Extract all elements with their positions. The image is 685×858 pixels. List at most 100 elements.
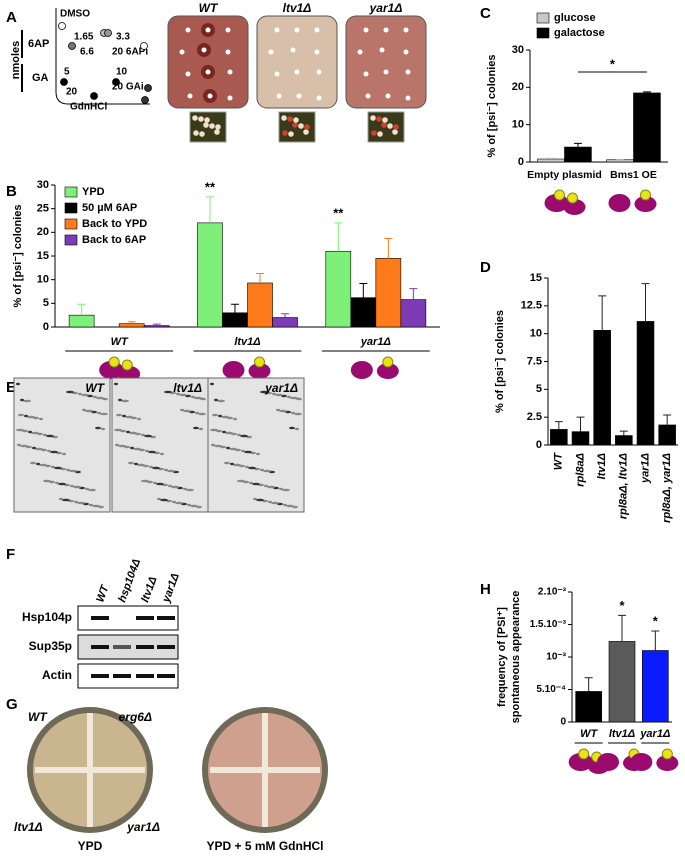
- y-tick-label: 0: [43, 321, 49, 333]
- disc: [294, 27, 300, 33]
- gel-spot: [171, 485, 179, 489]
- gel-spot: [116, 413, 122, 417]
- disc: [316, 95, 322, 101]
- icon-subunit: [634, 196, 657, 212]
- colony: [215, 124, 221, 130]
- gel-spot: [214, 444, 222, 448]
- colony: [214, 129, 220, 135]
- x-tick-label: Empty plasmid: [527, 169, 602, 181]
- icon-subunit: [656, 755, 679, 771]
- gel-spot: [101, 427, 105, 431]
- gel-spot: [17, 443, 21, 447]
- gel-spot: [180, 408, 184, 412]
- spot-label: 20 GAi: [112, 82, 144, 93]
- gel-spot: [122, 414, 126, 418]
- gel-spot: [30, 461, 36, 465]
- disc: [314, 27, 320, 33]
- gel-spot: [222, 430, 226, 434]
- colony: [281, 115, 287, 121]
- error-bar: [359, 282, 368, 298]
- error-bar: [77, 303, 86, 316]
- gel-spot: [47, 449, 51, 453]
- gel-spot: [114, 382, 118, 386]
- error-bar: [576, 416, 585, 432]
- gel-spot: [210, 382, 214, 386]
- plate-caption: YPD: [78, 839, 103, 853]
- error-bar: [663, 414, 672, 425]
- gel-spot: [217, 399, 225, 403]
- y-tick-label: 10: [530, 328, 542, 340]
- legend-swatch: [64, 202, 78, 214]
- bar: [325, 250, 352, 328]
- gel-spot: [187, 503, 191, 507]
- gel-spot: [130, 446, 134, 450]
- gel-spot: [97, 411, 101, 415]
- gel-spot: [141, 479, 149, 483]
- gel-spot: [260, 468, 264, 472]
- gel-spot: [70, 484, 74, 488]
- band: [157, 616, 175, 620]
- error-bar: [281, 313, 290, 318]
- disc: [201, 47, 207, 53]
- row-label: Hsp104p: [22, 610, 72, 624]
- gel-spot: [16, 428, 24, 432]
- colony: [381, 122, 387, 128]
- gel-title: WT: [85, 381, 105, 395]
- gel-spot: [81, 393, 89, 397]
- y-tick-label: 5.10⁻⁴: [536, 684, 566, 695]
- y-tick-label: 10: [512, 119, 524, 131]
- strain-label: erg6Δ: [119, 710, 152, 724]
- panel-letter: B: [6, 183, 17, 200]
- disc: [179, 49, 185, 55]
- gel-spot: [88, 488, 96, 492]
- y-tick-label: 2.10⁻³: [538, 587, 567, 598]
- colony: [370, 115, 376, 121]
- bar: [636, 321, 655, 446]
- bar: [606, 159, 634, 163]
- gel-spot: [272, 392, 276, 396]
- spot: [58, 22, 66, 30]
- bar: [615, 435, 633, 446]
- gel-spot: [168, 484, 172, 488]
- colony: [304, 124, 310, 130]
- gel-spot: [282, 488, 290, 492]
- icon-subunit: [222, 361, 245, 379]
- bar: [633, 92, 661, 163]
- spot: [68, 42, 76, 50]
- legend-swatch: [64, 218, 78, 230]
- gel-spot: [149, 465, 153, 469]
- gel-spot: [20, 398, 24, 402]
- gel-spot: [248, 466, 256, 470]
- disc: [187, 93, 193, 99]
- gel-spot: [252, 482, 260, 486]
- lane-label: ltv1Δ: [139, 575, 159, 604]
- disc: [185, 71, 191, 77]
- gel-spot: [74, 500, 78, 504]
- spot-label: 20 6APi: [112, 47, 148, 58]
- y-tick-label: 0: [518, 156, 524, 168]
- gel-spot: [295, 427, 299, 431]
- gel-spot: [268, 500, 272, 504]
- disc: [403, 27, 409, 33]
- disc: [403, 49, 409, 55]
- gel-spot: [82, 408, 86, 412]
- spot-label: DMSO: [60, 9, 90, 20]
- x-tick-label: yar1Δ: [360, 336, 391, 348]
- gel-spot: [125, 415, 133, 419]
- icon-subunit: [630, 753, 653, 771]
- y-tick-label: 20: [37, 226, 49, 238]
- y-tick-label: 12.5: [521, 300, 542, 312]
- colony: [371, 130, 377, 136]
- legend-label: 50 µM 6AP: [82, 202, 137, 214]
- gel-spot: [129, 431, 137, 435]
- disc: [225, 49, 231, 55]
- gel-spot: [66, 390, 74, 394]
- bar: [197, 222, 223, 328]
- disc: [314, 49, 320, 55]
- colony: [293, 117, 299, 123]
- gel-spot: [93, 395, 97, 399]
- disc: [294, 69, 300, 75]
- gel-spot: [289, 426, 295, 430]
- gel-spot: [20, 444, 28, 448]
- error-bar: [384, 237, 393, 259]
